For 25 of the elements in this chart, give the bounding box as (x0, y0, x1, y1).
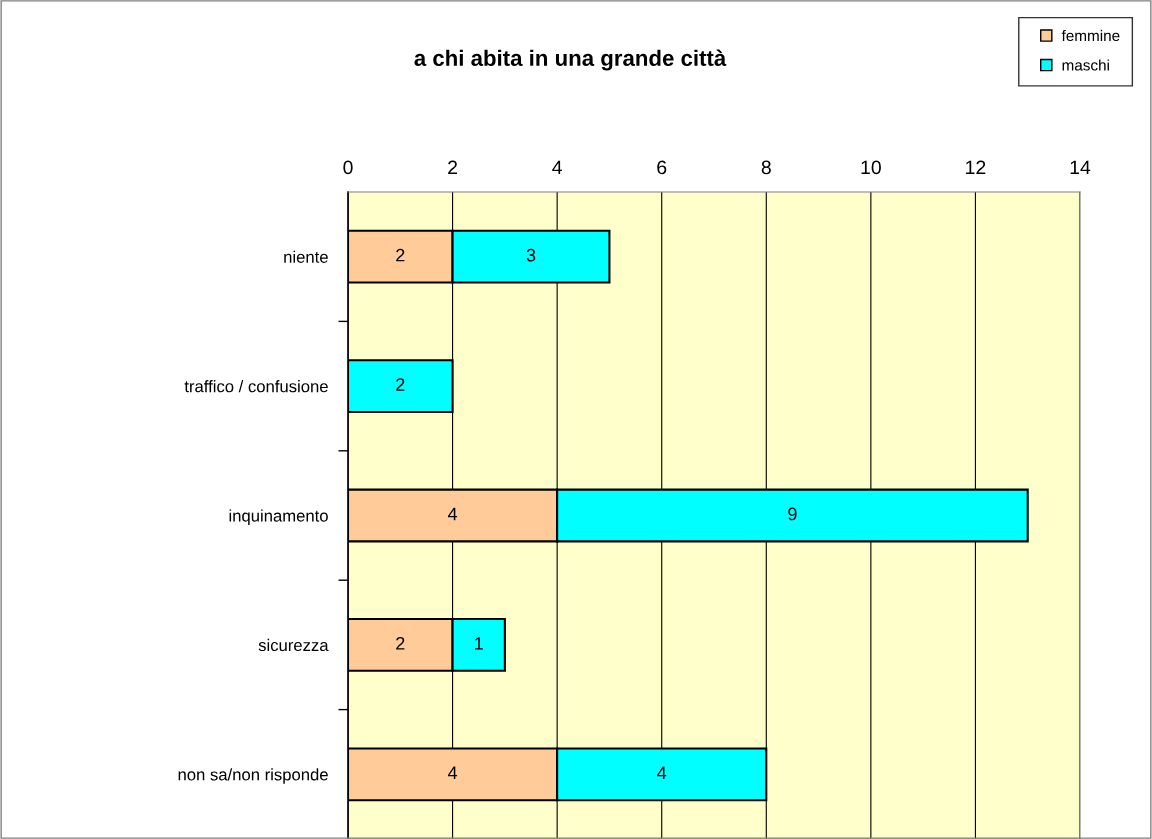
data-label: 2 (396, 378, 405, 391)
data-label: 4 (657, 766, 667, 779)
data-label: 4 (447, 766, 458, 779)
x-tick-label: 0 (343, 160, 353, 175)
y-tick-label: sicurezza (258, 638, 329, 652)
y-tick-label: inquinamento (229, 509, 328, 525)
y-tick-label: traffico / confusione (184, 380, 328, 393)
y-tick-label: niente (284, 250, 328, 263)
x-tick-label: 6 (657, 160, 667, 175)
data-label: 4 (447, 507, 458, 521)
x-tick-label: 12 (966, 160, 986, 175)
legend-label: femmine (1061, 29, 1120, 42)
x-tick-label: 2 (448, 160, 457, 175)
data-label: 9 (788, 507, 797, 521)
y-tick-label: non sa/non risponde (178, 768, 328, 784)
legend-label: maschi (1062, 59, 1109, 71)
chart-title: a chi abita in una grande città (414, 49, 727, 71)
data-label: 1 (475, 637, 483, 650)
x-tick-label: 14 (1070, 160, 1091, 175)
x-tick-label: 8 (761, 160, 771, 175)
data-label: 2 (396, 248, 405, 262)
data-label: 3 (526, 248, 536, 262)
data-label: 2 (396, 636, 405, 650)
x-tick-label: 4 (552, 160, 562, 175)
x-tick-label: 10 (861, 160, 881, 175)
